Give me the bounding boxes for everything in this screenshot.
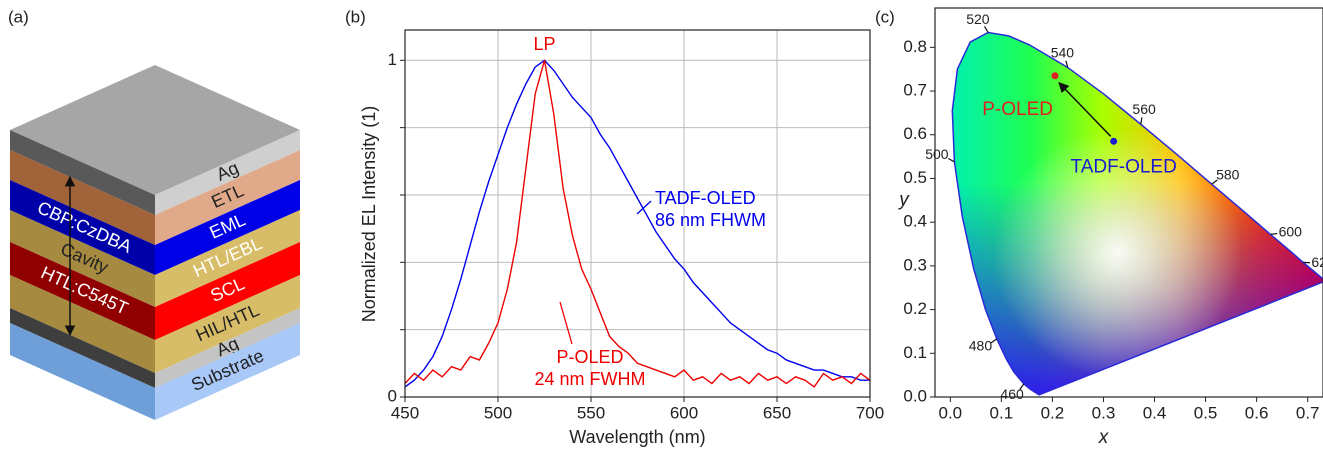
layer-left-face xyxy=(10,180,155,275)
x-tick-label: 0.4 xyxy=(1143,403,1167,422)
wavelength-tick xyxy=(1270,232,1278,236)
x-axis-label: Wavelength (nm) xyxy=(569,427,705,447)
x-tick-label: 0.2 xyxy=(1041,403,1065,422)
leader-line xyxy=(559,301,573,345)
y-tick-label: 0.3 xyxy=(903,255,927,274)
series-label: TADF-OLED xyxy=(1071,156,1177,177)
layer-left-face xyxy=(10,308,155,388)
y-tick-label: 1 xyxy=(388,50,397,69)
spectral-locus xyxy=(951,31,1323,396)
x-tick-label: 500 xyxy=(484,403,512,422)
y-tick-label: 0.6 xyxy=(903,124,927,143)
wavelength-label: 520 xyxy=(966,11,990,27)
panel-label: (a) xyxy=(8,7,29,26)
plot-frame xyxy=(934,7,1323,398)
y-axis-label: Normalized EL Intensity (1) xyxy=(359,106,379,322)
y-axis-label: y xyxy=(897,189,910,210)
wavelength-label: 480 xyxy=(969,338,993,354)
x-tick-label: 650 xyxy=(763,403,791,422)
wavelength-tick xyxy=(1019,383,1025,390)
spectrum-line xyxy=(404,60,871,388)
y-tick-label: 0.1 xyxy=(903,343,927,362)
x-tick-label: 0.3 xyxy=(1092,403,1116,422)
y-tick-label: 0.4 xyxy=(903,212,927,231)
x-tick-label: 0.0 xyxy=(938,403,962,422)
y-tick-label: 0.7 xyxy=(903,81,927,100)
wavelength-tick xyxy=(1211,179,1218,185)
wavelength-label: 620 xyxy=(1311,254,1323,270)
annotation: 86 nm FHWM xyxy=(655,210,766,230)
annotation: 24 nm FWHM xyxy=(534,369,645,389)
annotation: LP xyxy=(533,34,555,54)
layer-right-face xyxy=(155,180,300,275)
layer-right-face xyxy=(155,242,300,340)
wavelength-label: 580 xyxy=(1216,167,1240,183)
series-label: TADF-OLED xyxy=(655,188,756,208)
layer-right-face xyxy=(155,323,300,420)
color-point xyxy=(1051,72,1059,80)
wavelength-tick xyxy=(990,338,998,344)
y-tick-label: 0.8 xyxy=(903,37,927,56)
y-tick-label: 0.0 xyxy=(903,386,927,405)
layer-left-face xyxy=(10,130,155,215)
x-tick-label: 450 xyxy=(391,403,419,422)
panel-label: (b) xyxy=(345,7,366,26)
gamut-fill xyxy=(952,32,1323,395)
y-tick-label: 0.2 xyxy=(903,299,927,318)
wavelength-tick xyxy=(1065,60,1069,68)
layer-right-face xyxy=(155,275,300,373)
gamut-gradient xyxy=(952,32,1323,395)
layer-right-face xyxy=(155,308,300,388)
series-label: P-OLED xyxy=(556,347,623,367)
wavelength-label: 500 xyxy=(925,146,949,162)
color-point xyxy=(1110,137,1118,145)
layer-left-face xyxy=(10,150,155,245)
x-tick-label: 600 xyxy=(670,403,698,422)
x-tick-label: 550 xyxy=(577,403,605,422)
leader-line xyxy=(636,200,652,215)
x-tick-label: 0.6 xyxy=(1245,403,1269,422)
x-tick-label: 0.5 xyxy=(1194,403,1218,422)
y-tick-label: 0 xyxy=(388,386,397,405)
layer-left-face xyxy=(10,323,155,420)
y-tick-label: 0.5 xyxy=(903,168,927,187)
wavelength-tick xyxy=(947,157,955,163)
wavelength-tick xyxy=(1140,117,1143,125)
series-label: P-OLED xyxy=(982,99,1053,120)
layer-left-face xyxy=(10,210,155,307)
layer-left-face xyxy=(10,275,155,373)
wavelength-label: 600 xyxy=(1279,223,1303,239)
x-axis-label: x xyxy=(1098,427,1110,448)
shift-arrow xyxy=(1058,81,1112,137)
panel-label: (c) xyxy=(875,7,895,26)
spectrum-line xyxy=(404,59,870,388)
wavelength-label: 460 xyxy=(1000,386,1024,402)
layer-right-face xyxy=(155,130,300,215)
wavelength-tick xyxy=(984,26,989,33)
plot-frame xyxy=(404,29,871,398)
layer-right-face xyxy=(155,210,300,307)
layer-left-face xyxy=(10,242,155,340)
wavelength-label: 560 xyxy=(1132,101,1156,117)
x-tick-label: 0.1 xyxy=(990,403,1014,422)
layer-stack: AgETLEMLHTL/EBLSCLHIL/HTLAgSubstrateCBP:… xyxy=(10,65,300,420)
wavelength-label: 540 xyxy=(1051,45,1075,61)
x-tick-label: 0.7 xyxy=(1296,403,1320,422)
layer-right-face xyxy=(155,150,300,245)
x-tick-label: 700 xyxy=(856,403,884,422)
